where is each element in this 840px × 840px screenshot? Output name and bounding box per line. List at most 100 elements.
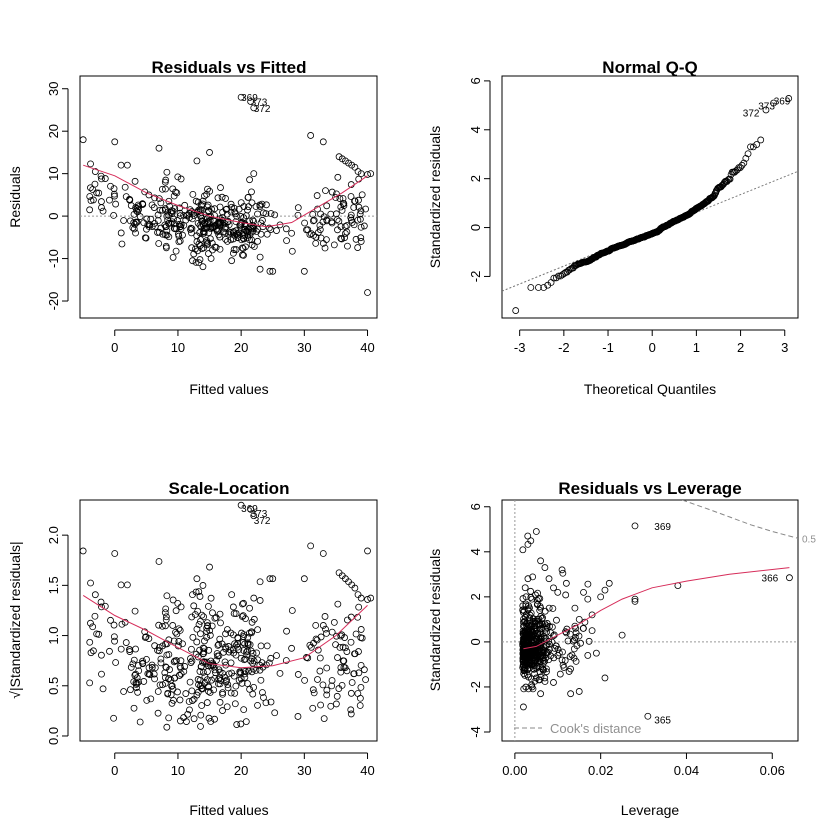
sl-point <box>337 664 345 671</box>
sl-point <box>89 623 97 631</box>
rvf-point <box>271 211 279 219</box>
rvf-point <box>310 216 318 224</box>
qq-x-tick-label: -1 <box>602 340 614 355</box>
sl-x-tick-label: 10 <box>171 763 185 778</box>
rvl-point <box>558 566 566 574</box>
sl-point <box>195 681 202 688</box>
rvl-point <box>519 546 527 554</box>
sl-point <box>207 594 215 602</box>
sl-point <box>357 626 365 633</box>
sl-point <box>205 602 212 610</box>
rvf-point <box>319 218 327 226</box>
rvf-point <box>179 231 186 239</box>
rvf-point <box>118 240 126 248</box>
rvf-point <box>101 175 109 182</box>
sl-point <box>240 633 247 640</box>
sl-point <box>187 659 195 666</box>
sl-point <box>257 642 265 650</box>
rvf-point <box>282 225 290 233</box>
rvl-point <box>552 642 560 650</box>
rvf-smooth-line <box>83 164 368 228</box>
sl-point <box>294 671 302 678</box>
sl-point <box>240 706 248 714</box>
sl-point <box>129 660 137 668</box>
sl-smooth-line <box>82 594 368 669</box>
rvf-point <box>95 189 103 197</box>
rvl-y-tick-label: -2 <box>468 681 483 693</box>
rvf-point <box>107 182 114 190</box>
rvf-point <box>123 161 131 169</box>
sl-point <box>165 675 173 682</box>
rvf-point <box>129 224 137 232</box>
sl-point <box>171 674 179 682</box>
rvl-point <box>532 674 540 682</box>
rvf-x-tick-label: 30 <box>297 340 311 355</box>
rvl-point <box>527 587 535 595</box>
qq-point <box>757 136 765 144</box>
sl-point <box>196 593 204 600</box>
rvf-point <box>194 219 202 227</box>
sl-point <box>199 582 207 589</box>
rvl-point <box>537 663 545 671</box>
sl-point <box>154 688 162 695</box>
rvf-point <box>141 188 149 196</box>
rvl-point <box>580 588 587 596</box>
sl-point <box>189 697 196 704</box>
rvf-point <box>127 217 134 225</box>
rvf-point <box>334 173 342 181</box>
qq-plot-area <box>502 95 798 314</box>
rvl-point <box>561 657 569 664</box>
sl-point <box>328 628 336 636</box>
rvl-point <box>520 703 527 711</box>
sl-point <box>112 659 120 666</box>
rvf-point <box>91 180 99 188</box>
sl-x-axis-label: Fitted values <box>189 802 268 818</box>
rvf-point <box>228 257 236 265</box>
rvf-point <box>248 241 256 249</box>
sl-point <box>199 668 207 676</box>
sl-point <box>203 699 211 706</box>
rvf-point-label: 369 <box>241 93 258 104</box>
rvf-point <box>201 192 208 200</box>
sl-point <box>98 670 105 678</box>
sl-point-label: 372 <box>254 516 271 527</box>
rvl-point <box>523 637 531 645</box>
sl-point <box>332 700 340 708</box>
rvf-point <box>211 212 218 219</box>
sl-point <box>87 649 95 657</box>
rvf-y-tick-label: 20 <box>46 124 61 138</box>
sl-point <box>155 558 163 565</box>
sl-point <box>364 547 371 555</box>
rvf-point <box>266 267 274 275</box>
rvl-point <box>562 629 570 637</box>
rvf-point <box>148 201 156 209</box>
rvf-point <box>247 225 255 233</box>
sl-point <box>139 657 146 665</box>
rvf-point <box>225 230 232 238</box>
sl-point <box>220 648 227 656</box>
rvf-point <box>246 176 253 184</box>
sl-point <box>356 702 364 709</box>
rvl-point <box>558 656 566 664</box>
qq-x-tick-label: -2 <box>558 340 570 355</box>
rvl-point <box>532 528 540 535</box>
sl-point <box>351 584 359 592</box>
sl-point <box>181 663 189 670</box>
sl-point <box>193 638 201 646</box>
qq-point <box>770 99 777 107</box>
rvl-point <box>519 595 527 602</box>
rvl-point <box>540 632 548 640</box>
rvf-point <box>350 204 358 211</box>
rvf-point <box>186 206 194 214</box>
rvf-point <box>98 175 105 183</box>
rvl-y-tick-label: -4 <box>468 726 483 738</box>
sl-point <box>301 676 308 684</box>
rvf-point <box>306 231 314 238</box>
rvl-y-tick-label: 2 <box>468 593 483 600</box>
rvl-point <box>519 662 527 669</box>
sl-point <box>222 678 230 685</box>
sl-point <box>207 718 215 725</box>
sl-point <box>159 642 167 650</box>
rvl-point <box>550 679 557 686</box>
sl-point <box>201 637 208 645</box>
